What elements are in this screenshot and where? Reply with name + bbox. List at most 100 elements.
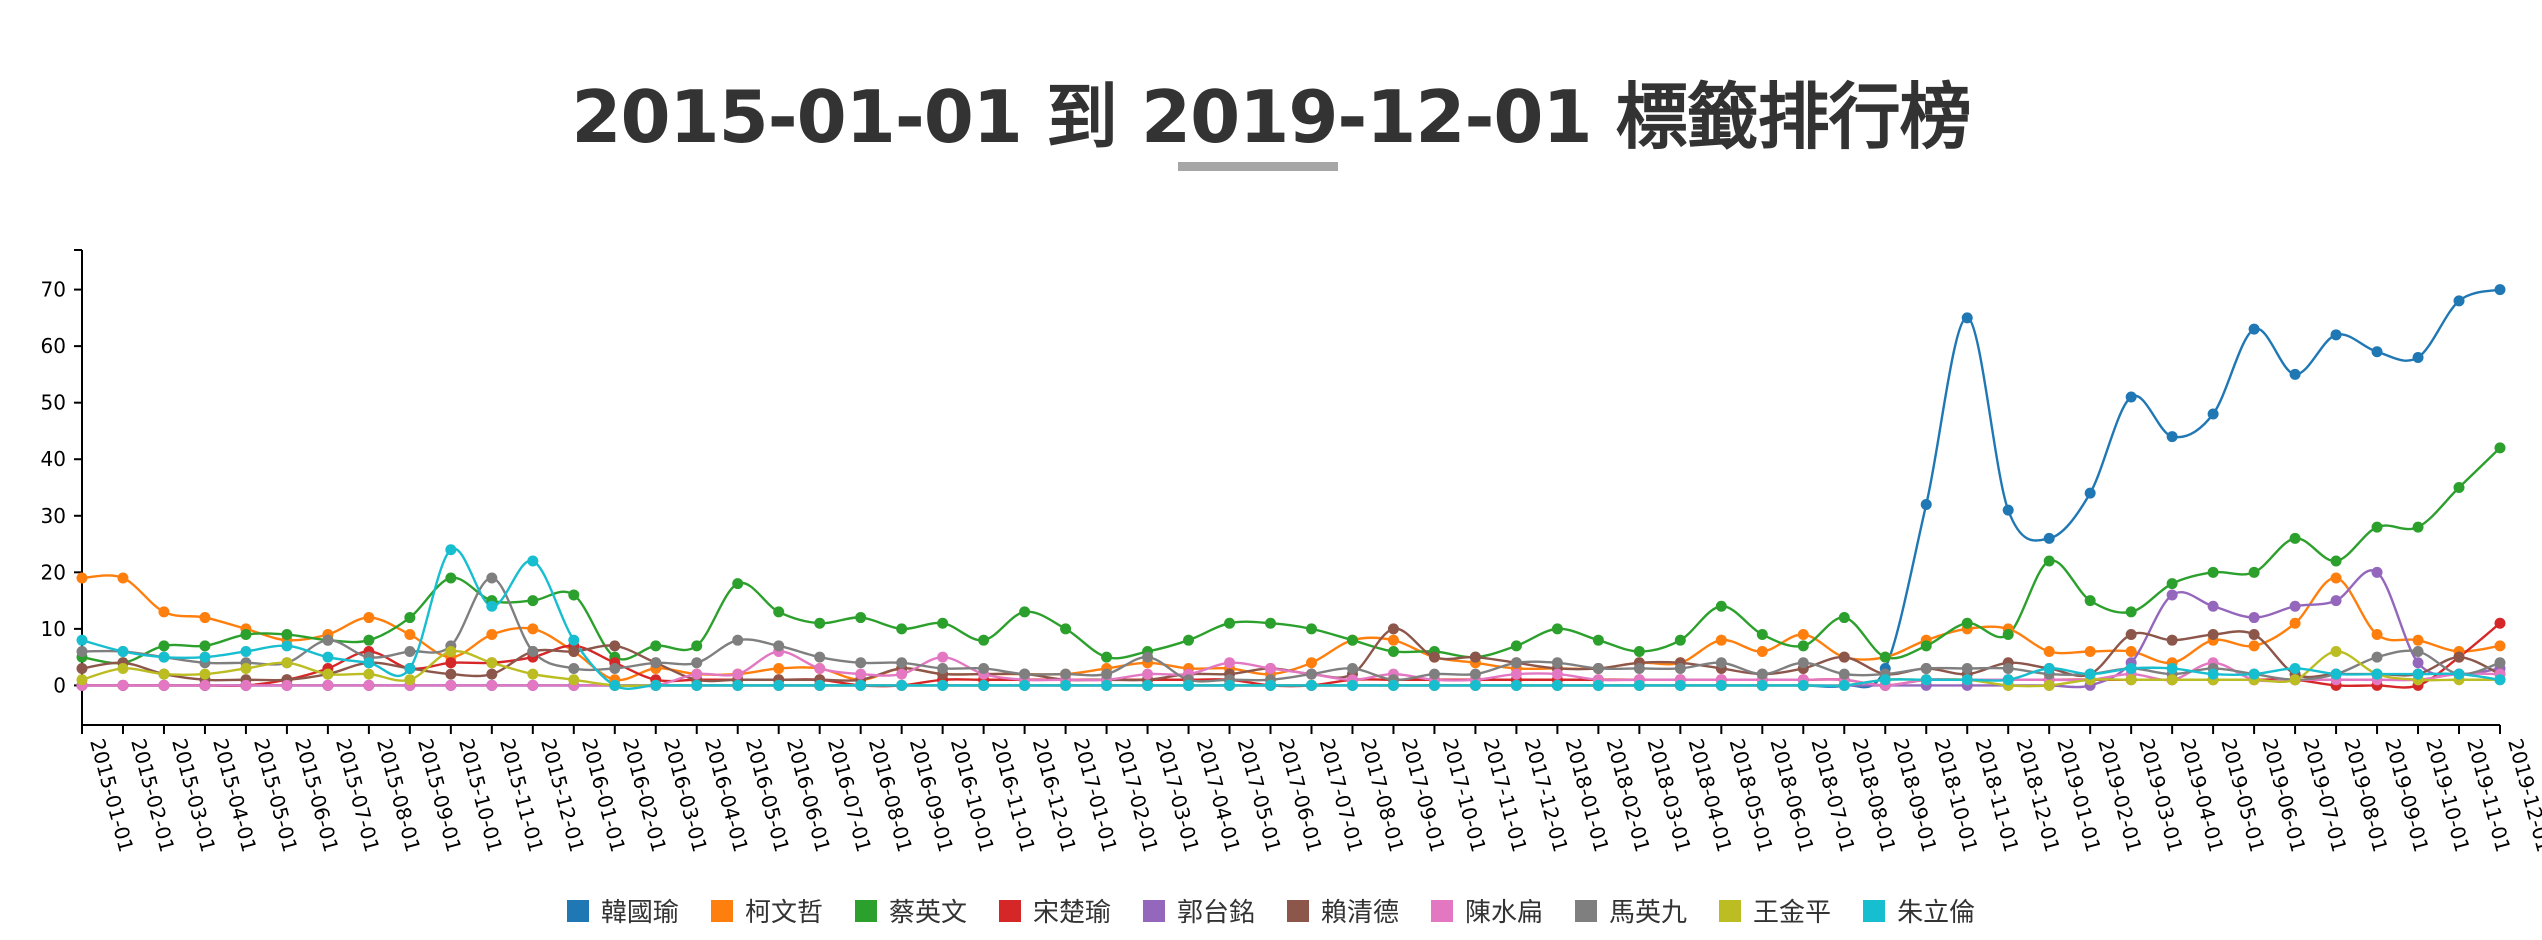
data-point: [2412, 645, 2424, 657]
legend-item[interactable]: 柯文哲: [710, 892, 823, 929]
data-point: [76, 634, 88, 646]
legend-label: 賴清德: [1321, 898, 1400, 928]
data-point: [1510, 679, 1522, 691]
data-point: [773, 662, 785, 674]
data-point: [158, 640, 170, 652]
data-point: [322, 668, 334, 680]
data-point: [1510, 668, 1522, 680]
data-point: [568, 645, 580, 657]
data-point: [1756, 645, 1768, 657]
data-point: [1920, 640, 1932, 652]
legend-swatch: [1575, 899, 1598, 922]
data-point: [1551, 657, 1563, 669]
data-point: [1756, 679, 1768, 691]
data-point: [199, 640, 211, 652]
legend-item[interactable]: 蔡英文: [854, 892, 967, 929]
data-point: [281, 679, 293, 691]
data-point: [76, 645, 88, 657]
data-point: [158, 679, 170, 691]
data-point: [527, 668, 539, 680]
data-point: [363, 612, 375, 624]
y-tick-label: 70: [41, 278, 66, 302]
data-point: [814, 651, 826, 663]
legend-item[interactable]: 韓國瑜: [566, 892, 679, 929]
data-point: [2453, 651, 2465, 663]
data-point: [2494, 640, 2506, 652]
legend-swatch: [854, 899, 877, 922]
data-point: [609, 662, 621, 674]
data-point: [2289, 662, 2301, 674]
data-point: [773, 606, 785, 618]
data-point: [1305, 668, 1317, 680]
data-point: [2248, 612, 2260, 624]
data-point: [814, 679, 826, 691]
legend-item[interactable]: 馬英九: [1575, 892, 1687, 929]
legend-label: 宋楚瑜: [1032, 898, 1111, 928]
legend-label: 蔡英文: [888, 898, 967, 928]
data-point: [1838, 668, 1850, 680]
data-point: [1060, 679, 1072, 691]
data-point: [2084, 487, 2096, 499]
data-point: [855, 668, 867, 680]
legend-swatch: [998, 899, 1021, 922]
data-point: [1101, 651, 1113, 663]
data-point: [1961, 674, 1973, 686]
data-point: [937, 651, 949, 663]
data-point: [1387, 645, 1399, 657]
data-point: [1879, 651, 1891, 663]
legend-label: 柯文哲: [744, 898, 823, 928]
data-point: [568, 589, 580, 601]
data-point: [1551, 623, 1563, 635]
data-point: [1797, 629, 1809, 641]
data-point: [1674, 662, 1686, 674]
data-point: [2207, 629, 2219, 641]
legend-item[interactable]: 宋楚瑜: [998, 892, 1111, 929]
data-point: [2412, 521, 2424, 533]
y-tick-label: 60: [41, 334, 66, 358]
data-point: [1838, 679, 1850, 691]
legend-item[interactable]: 陳水扁: [1431, 892, 1543, 929]
data-point: [199, 612, 211, 624]
legend-swatch: [1142, 899, 1165, 922]
data-point: [1060, 668, 1072, 680]
data-point: [322, 634, 334, 646]
legend-item[interactable]: 王金平: [1719, 892, 1831, 929]
legend-item[interactable]: 賴清德: [1287, 892, 1399, 929]
title-underline: [1178, 162, 1338, 171]
data-point: [1715, 657, 1727, 669]
data-point: [158, 668, 170, 680]
legend-swatch: [1287, 899, 1309, 922]
legend-label: 韓國瑜: [600, 898, 679, 928]
line-chart: 0102030405060702015-01-012015-02-012015-…: [41, 249, 2542, 855]
data-point: [486, 600, 498, 612]
data-point: [855, 657, 867, 669]
data-point: [445, 645, 457, 657]
data-point: [978, 634, 990, 646]
data-point: [937, 617, 949, 629]
data-point: [404, 612, 416, 624]
data-point: [978, 662, 990, 674]
legend-swatch: [1719, 899, 1742, 922]
legend-item[interactable]: 朱立倫: [1863, 892, 1975, 929]
data-point: [1101, 668, 1113, 680]
data-point: [2043, 555, 2055, 567]
data-point: [2207, 566, 2219, 578]
data-point: [1838, 612, 1850, 624]
data-point: [2002, 662, 2014, 674]
data-point: [1674, 679, 1686, 691]
y-tick-label: 40: [41, 447, 66, 471]
data-point: [1428, 679, 1440, 691]
data-point: [937, 662, 949, 674]
data-point: [2043, 679, 2055, 691]
data-point: [2207, 600, 2219, 612]
data-point: [814, 662, 826, 674]
data-point: [732, 668, 744, 680]
data-point: [2494, 657, 2506, 669]
data-point: [322, 651, 334, 663]
data-point: [363, 634, 375, 646]
data-point: [814, 617, 826, 629]
data-point: [2494, 442, 2506, 454]
data-point: [281, 629, 293, 641]
legend-item[interactable]: 郭台銘: [1142, 892, 1255, 929]
data-point: [1756, 668, 1768, 680]
